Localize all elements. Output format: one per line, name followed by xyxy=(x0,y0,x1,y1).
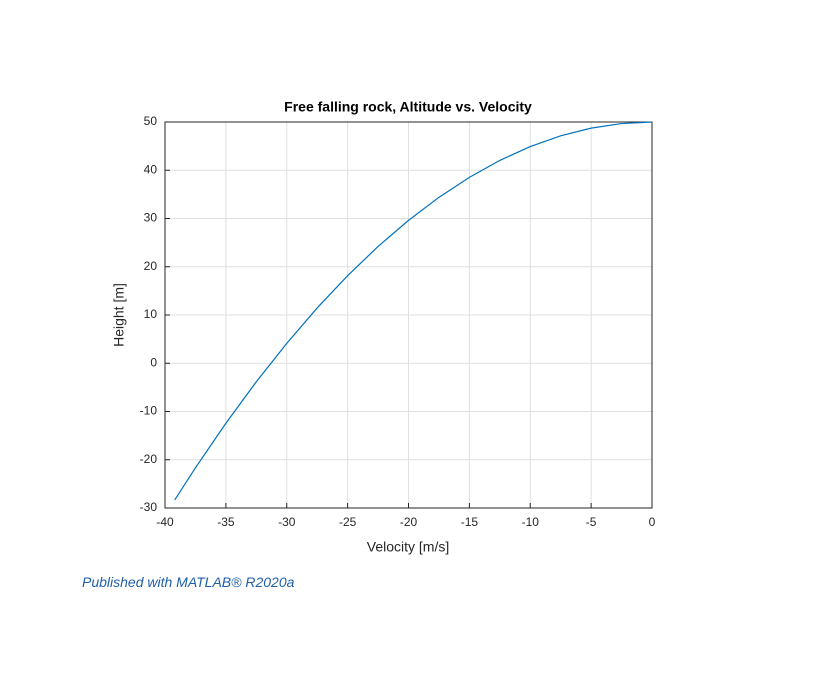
y-tick-label: 10 xyxy=(144,307,158,321)
x-axis-label: Velocity [m/s] xyxy=(367,539,449,555)
x-tick-label: -25 xyxy=(339,515,357,529)
y-tick-label: 0 xyxy=(150,355,157,369)
y-tick-label: -20 xyxy=(140,452,158,466)
chart-title: Free falling rock, Altitude vs. Velocity xyxy=(284,99,532,115)
x-tick-label: -20 xyxy=(400,515,418,529)
y-axis-label: Height [m] xyxy=(111,283,127,347)
x-tick-label: -10 xyxy=(522,515,540,529)
data-line xyxy=(174,121,653,501)
y-tick-label: -10 xyxy=(140,404,158,418)
plot-box xyxy=(164,121,653,509)
y-tick-label: -30 xyxy=(140,500,158,514)
y-tick-label: 30 xyxy=(144,211,158,225)
x-tick-label: -30 xyxy=(278,515,296,529)
y-tick-label: 40 xyxy=(144,162,158,176)
footer: Published with MATLAB® R2020a xyxy=(82,574,295,590)
x-tick-label: -35 xyxy=(217,515,235,529)
y-tick-label: 20 xyxy=(144,259,158,273)
x-tick-label: 0 xyxy=(649,515,656,529)
x-tick-label: -5 xyxy=(586,515,597,529)
x-tick-label: -40 xyxy=(156,515,174,529)
y-tick-label: 50 xyxy=(144,114,158,128)
x-tick-label: -15 xyxy=(461,515,479,529)
